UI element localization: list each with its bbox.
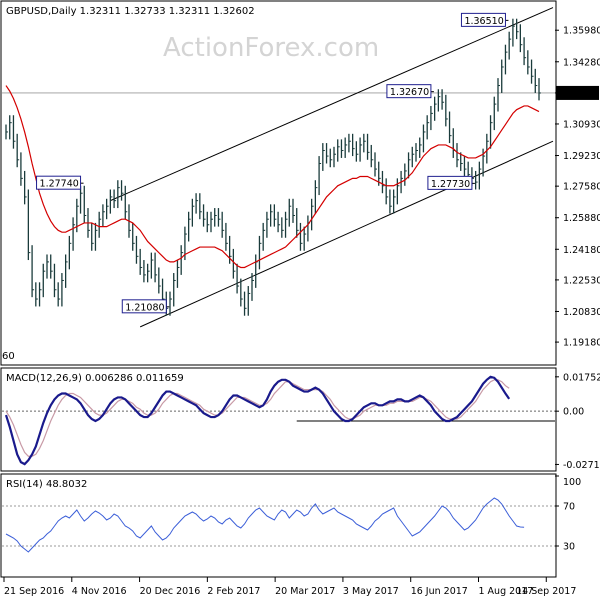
price-y-tick-label: 1.27580: [563, 182, 600, 193]
rsi-y-tick-label: 30: [563, 542, 575, 553]
macd-y-axis: 0.017521 0.00 -0.027169: [555, 372, 600, 471]
price-annotations: 1.27740 1.21080 1.32670 1.27730 1.36510: [36, 12, 509, 314]
annotation-box: [121, 299, 167, 314]
x-tick-label: 16 Jun 2017: [411, 586, 468, 597]
left-cut-label: 60: [2, 351, 15, 362]
price-y-tick-label: 1.19180: [563, 338, 600, 349]
annotation-box: [427, 175, 473, 190]
x-tick-label: 20 Mar 2017: [275, 586, 335, 597]
macd-y-tick-label: -0.027169: [563, 460, 600, 471]
rsi-y-axis: 100 70 30: [2, 475, 581, 553]
annotation-label: 1.21080: [125, 302, 164, 313]
x-tick-label: 1 Aug 2017: [478, 586, 533, 597]
annotation-box: [460, 12, 506, 27]
rsi-panel: RSI(14) 48.8032 100 70 30: [0, 473, 581, 578]
price-panel: ActionForex.com GBPUSD,Daily 1.32311 1.3…: [0, 0, 600, 366]
channel-lower-line: [139, 140, 554, 328]
price-series-group: [5, 7, 554, 328]
channel-upper-line: [110, 7, 554, 202]
rsi-series-group: [5, 497, 525, 553]
price-y-tick-label: 1.29230: [563, 151, 600, 162]
price-y-tick-label: 1.25880: [563, 213, 600, 224]
price-y-axis: 1.35980 1.34280 1.32602 1.30930 1.29230 1.275…: [2, 26, 600, 349]
macd-title: MACD(12,26,9) 0.006286 0.011659: [6, 373, 184, 384]
rsi-line: [5, 497, 525, 553]
sma-line: [5, 85, 540, 269]
price-y-tick-label: 1.24180: [563, 245, 600, 256]
price-y-tick-label: 1.30930: [563, 119, 600, 130]
x-tick-label: 4 Nov 2016: [72, 586, 127, 597]
current-price-box: [556, 85, 599, 100]
price-y-tick-label: 1.22530: [563, 275, 600, 286]
price-y-tick-label: 1.34280: [563, 57, 600, 68]
macd-line: [4, 375, 511, 466]
x-tick-label: 3 May 2017: [343, 586, 399, 597]
x-tick-label: 2 Feb 2017: [207, 586, 260, 597]
rsi-y-tick-label: 100: [563, 477, 581, 488]
x-tick-label: 20 Dec 2016: [140, 586, 201, 597]
annotation-label: 1.32670: [390, 87, 429, 98]
x-tick-label: 14 Sep 2017: [516, 586, 576, 597]
x-axis: 21 Sep 2016 4 Nov 2016 20 Dec 2016 2 Feb 20…: [3, 577, 576, 597]
price-title: GBPUSD,Daily 1.32311 1.32733 1.32311 1.3…: [6, 6, 255, 17]
annotation-label: 1.27730: [431, 179, 470, 190]
current-price-label: 1.32602: [559, 88, 598, 99]
macd-panel: MACD(12,26,9) 0.006286 0.011659 0.017521…: [0, 367, 600, 472]
macd-series-group: [2, 375, 555, 466]
annotation-box: [386, 84, 432, 99]
annotation-label: 1.36510: [464, 16, 503, 27]
macd-y-tick-label: 0.00: [563, 407, 584, 418]
annotation-label: 1.27740: [40, 179, 79, 190]
price-y-tick-label: 1.35980: [563, 26, 600, 37]
rsi-panel-frame: [0, 473, 557, 578]
rsi-y-tick-label: 70: [563, 502, 575, 513]
watermark: ActionForex.com: [163, 33, 379, 63]
rsi-title: RSI(14) 48.8032: [6, 479, 87, 490]
macd-y-tick-label: 0.017521: [563, 372, 600, 383]
x-tick-label: 21 Sep 2016: [4, 586, 64, 597]
price-y-tick-label: 1.20830: [563, 307, 600, 318]
annotation-box: [36, 175, 82, 190]
